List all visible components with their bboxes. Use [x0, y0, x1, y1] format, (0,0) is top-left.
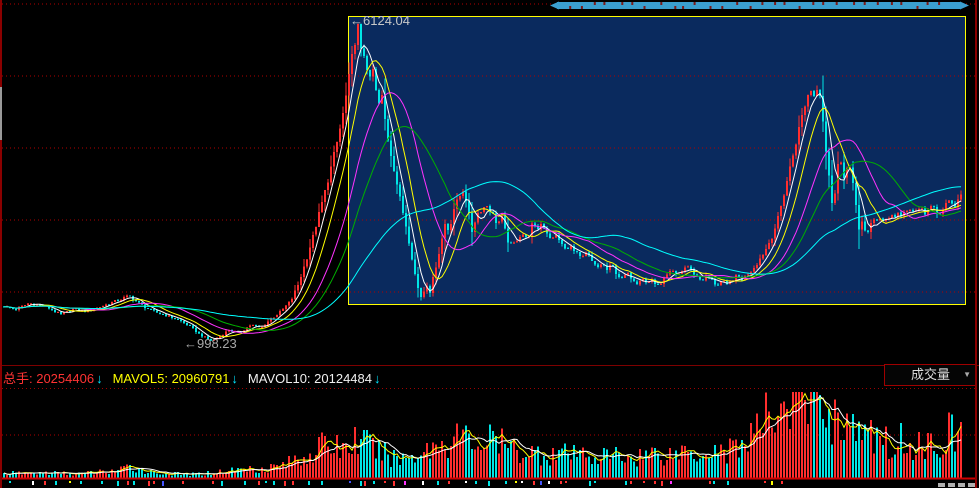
- clipped-text-fragment: [474, 481, 477, 485]
- clipped-text-fragment: [162, 481, 165, 486]
- trough-price-label: ←998.23: [184, 336, 237, 351]
- clipped-text-fragment: [630, 481, 632, 484]
- clipped-text-fragment: [465, 481, 467, 484]
- clipped-text-fragment: [221, 481, 224, 486]
- clipped-text-fragment: [68, 481, 71, 484]
- clipped-text-fragment: [448, 481, 451, 484]
- clipped-text-fragment: [540, 481, 543, 485]
- timeline-scrollbar[interactable]: [549, 1, 971, 10]
- clipped-text-fragment: [437, 481, 440, 485]
- clipped-text-fragment: [403, 481, 406, 485]
- clipped-text-fragment: [359, 481, 362, 486]
- clipped-text-fragment: [708, 481, 711, 484]
- clipped-text-fragment: [726, 481, 729, 485]
- clipped-text-fragment: [504, 481, 507, 484]
- volume-header-item: MAVOL5: 20960791 ↓: [113, 371, 238, 386]
- clipped-text-fragment: [669, 481, 672, 485]
- clipped-text-fragment: [392, 481, 395, 486]
- clipped-text-fragment: [126, 481, 129, 485]
- clipped-label-fragment: [948, 483, 955, 487]
- clipped-text-fragment: [80, 481, 83, 485]
- clipped-text-fragment: [273, 481, 276, 485]
- clipped-text-fragment: [133, 481, 136, 485]
- clipped-text-fragment: [8, 481, 11, 484]
- left-scrollbar-fragment: [0, 87, 2, 140]
- clipped-text-fragment: [349, 481, 352, 484]
- volume-header-text: MAVOL5: 20960791: [112, 371, 230, 386]
- volume-chart[interactable]: [0, 390, 979, 480]
- indicator-select[interactable]: 成交量 ▼: [884, 364, 977, 386]
- clipped-text-fragment: [488, 481, 490, 486]
- zoom-selection-box[interactable]: [348, 16, 966, 305]
- clipped-text-fragment: [153, 481, 155, 485]
- volume-header-text: 总手: 20254406: [3, 371, 95, 386]
- clipped-text-fragment: [212, 481, 214, 485]
- clipped-text-fragment: [653, 481, 656, 485]
- clipped-text-fragment: [384, 481, 387, 484]
- volume-header-item: 总手: 20254406 ↓: [3, 371, 103, 386]
- clipped-label-fragment: [938, 483, 945, 487]
- clipped-text-fragment: [258, 481, 261, 486]
- volume-header-item: MAVOL10: 20124484 ↓: [248, 371, 381, 386]
- clipped-text-fragment: [364, 481, 367, 486]
- window-border-right: [975, 0, 977, 488]
- candlestick-chart[interactable]: [0, 0, 979, 365]
- clipped-text-fragment: [101, 481, 104, 484]
- clipped-text-fragment: [548, 481, 551, 485]
- clipped-text-fragment: [533, 481, 536, 485]
- clipped-text-fragment: [594, 481, 596, 484]
- clipped-text-fragment: [321, 481, 324, 485]
- clipped-text-fragment: [521, 481, 524, 484]
- clipped-text-fragment: [372, 481, 375, 484]
- clipped-text-fragment: [116, 481, 119, 486]
- indicator-select-value: 成交量: [910, 367, 950, 382]
- clipped-text-fragment: [515, 481, 518, 483]
- clipped-text-fragment: [243, 481, 246, 485]
- clipped-next-pane-header: [0, 480, 979, 488]
- clipped-text-fragment: [625, 481, 627, 485]
- volume-header-text: MAVOL10: 20124484: [247, 371, 372, 386]
- down-arrow-icon: ↓: [374, 371, 381, 386]
- clipped-text-fragment: [54, 481, 57, 485]
- clipped-text-fragment: [182, 481, 185, 484]
- clipped-text-fragment: [712, 481, 715, 484]
- clipped-text-fragment: [43, 481, 46, 486]
- clipped-text-fragment: [565, 481, 568, 484]
- clipped-label-fragment: [968, 483, 975, 487]
- clipped-text-fragment: [764, 481, 767, 484]
- clipped-text-fragment: [559, 481, 562, 484]
- down-arrow-icon: ↓: [231, 371, 238, 386]
- clipped-text-fragment: [291, 481, 294, 485]
- clipped-text-fragment: [660, 481, 663, 486]
- volume-header-separator: [2, 388, 975, 389]
- pane-divider: [0, 365, 979, 366]
- clipped-text-fragment: [771, 481, 774, 486]
- volume-header-items: 总手: 20254406 ↓ MAVOL5: 20960791 ↓ MAVOL10: 2…: [3, 368, 391, 386]
- clipped-text-fragment: [307, 481, 310, 485]
- peak-price-label: ←6124.04: [350, 13, 410, 28]
- down-arrow-icon: ↓: [96, 371, 103, 386]
- clipped-text-fragment: [781, 481, 784, 484]
- clipped-text-fragment: [588, 481, 591, 486]
- window-border-left: [0, 0, 2, 488]
- clipped-text-fragment: [32, 481, 35, 485]
- clipped-label-fragment: [958, 483, 965, 487]
- clipped-text-fragment: [147, 481, 150, 486]
- clipped-text-fragment: [264, 481, 267, 484]
- clipped-text-fragment: [421, 481, 424, 485]
- clipped-text-fragment: [642, 481, 645, 484]
- chevron-down-icon: ▼: [963, 370, 971, 379]
- clipped-text-fragment: [283, 481, 286, 486]
